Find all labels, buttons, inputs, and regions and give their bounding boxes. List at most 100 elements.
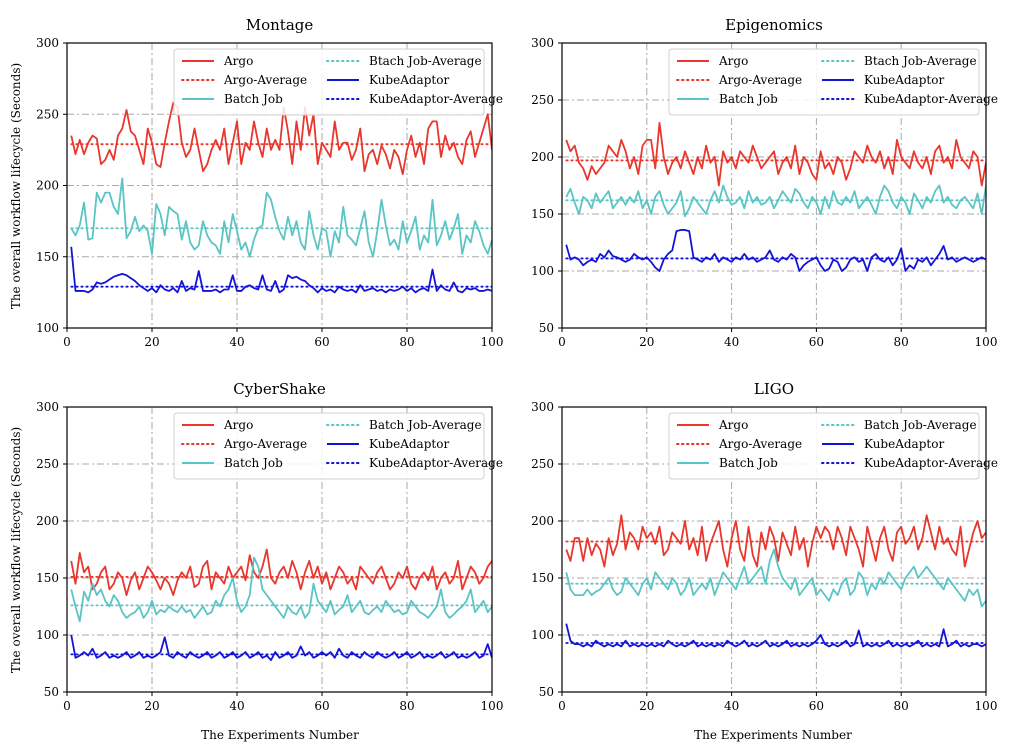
epigenomics-x-tick-label-60: 60 (809, 335, 824, 349)
cybershake-x-tick-label-20: 20 (144, 699, 159, 713)
ligo-legend-label-kubeadaptor: KubeAdaptor (864, 437, 944, 451)
cybershake-legend-box (173, 412, 485, 480)
montage-legend-label-batch-job: Batch Job (224, 92, 283, 106)
cybershake-series-kubeadaptor (70, 634, 492, 661)
montage-legend: Argo Argo-Average Batch Job Btach Job-Avera… (173, 48, 503, 116)
montage-x-tick-label-60: 60 (314, 335, 329, 349)
ligo-title: LIGO (754, 380, 794, 398)
cybershake-legend-label-batch-job-average: Batch Job-Average (369, 418, 482, 432)
ligo-axes-frame (561, 406, 987, 693)
ligo-x-tick-label-60: 60 (809, 699, 824, 713)
montage-series-argo (70, 101, 492, 176)
epigenomics-series-argo (565, 121, 986, 187)
cybershake-legend: Argo Argo-Average Batch Job Batch Job-Avera… (173, 412, 503, 480)
cybershake-legend-label-argo-average: Argo-Average (223, 437, 307, 451)
montage-y-tick-label-100: 100 (36, 321, 59, 335)
ligo-y-tick-label-250: 250 (531, 457, 554, 471)
epigenomics-y-tick-label-300: 300 (531, 36, 554, 50)
ligo-x-tick-label-20: 20 (639, 699, 654, 713)
montage-x-tick-label-40: 40 (229, 335, 244, 349)
ligo-legend-box (668, 412, 980, 480)
montage-y-tick-label-250: 250 (36, 107, 59, 121)
montage-y-tick-label-300: 300 (36, 36, 59, 50)
cybershake-title: CyberShake (233, 380, 326, 398)
montage-series-group (70, 101, 492, 294)
cybershake-x-tick-label-100: 100 (481, 699, 504, 713)
montage-legend-label-argo-average: Argo-Average (223, 73, 307, 87)
epigenomics-x-tick-label-0: 0 (558, 335, 566, 349)
epigenomics-y-tick-label-100: 100 (531, 264, 554, 278)
cybershake-series-argo (70, 548, 492, 596)
ligo-legend-label-kubeadaptor-average: KubeAdaptor-Average (864, 456, 998, 470)
epigenomics-series-kubeadaptor (565, 229, 986, 272)
epigenomics-legend-label-batch-job: Batch Job (719, 92, 778, 106)
chart-epigenomics: Epigenomics 0 20 40 60 80 100 50 100 150 200 250 300… (531, 16, 998, 349)
ligo-y-tick-label-50: 50 (539, 685, 554, 699)
cybershake-legend-label-kubeadaptor: KubeAdaptor (369, 437, 449, 451)
epigenomics-y-tick-label-200: 200 (531, 150, 554, 164)
cybershake-axes-frame (66, 406, 493, 693)
cybershake-legend-label-argo: Argo (223, 418, 253, 432)
cybershake-x-tick-label-80: 80 (399, 699, 414, 713)
ligo-legend-label-batch-job-average: Batch Job-Average (864, 418, 977, 432)
epigenomics-series-batch-job (565, 184, 986, 218)
ligo-legend: Argo Argo-Average Batch Job Batch Job-Avera… (668, 412, 998, 480)
montage-x-tick-label-20: 20 (144, 335, 159, 349)
cybershake-y-tick-label-300: 300 (36, 400, 59, 414)
cybershake-legend-label-batch-job: Batch Job (224, 456, 283, 470)
epigenomics-legend-label-kubeadaptor-average: KubeAdaptor-Average (864, 92, 998, 106)
ligo-x-tick-label-100: 100 (975, 699, 998, 713)
epigenomics-legend-label-argo: Argo (718, 54, 748, 68)
cybershake-y-tick-label-100: 100 (36, 628, 59, 642)
ligo-legend-label-argo: Argo (718, 418, 748, 432)
epigenomics-y-tick-label-150: 150 (531, 207, 554, 221)
ligo-y-tick-label-150: 150 (531, 571, 554, 585)
montage-series-batch-job (70, 177, 492, 258)
cybershake-series-batch-job (70, 556, 492, 623)
ligo-x-tick-label-80: 80 (894, 699, 909, 713)
montage-title: Montage (246, 16, 314, 34)
cybershake-legend-label-kubeadaptor-average: KubeAdaptor-Average (369, 456, 503, 470)
epigenomics-series-group (565, 121, 986, 272)
epigenomics-legend: Argo Argo-Average Batch Job Btach Job-Avera… (668, 48, 998, 116)
cybershake-x-tick-label-0: 0 (63, 699, 71, 713)
montage-legend-label-kubeadaptor-average: KubeAdaptor-Average (369, 92, 503, 106)
cybershake-y-tick-label-200: 200 (36, 514, 59, 528)
montage-y-tick-label-200: 200 (36, 179, 59, 193)
ligo-y-tick-label-200: 200 (531, 514, 554, 528)
epigenomics-x-tick-label-40: 40 (724, 335, 739, 349)
cybershake-x-tick-label-60: 60 (314, 699, 329, 713)
montage-legend-label-argo: Argo (223, 54, 253, 68)
cybershake-y-tick-label-50: 50 (44, 685, 59, 699)
cybershake-x-tick-label-40: 40 (229, 699, 244, 713)
ligo-series-batch-job (565, 548, 986, 608)
epigenomics-x-tick-label-100: 100 (975, 335, 998, 349)
cybershake-y-tick-label-250: 250 (36, 457, 59, 471)
ligo-series-argo (565, 514, 986, 568)
epigenomics-legend-label-btach-job-average: Btach Job-Average (864, 54, 977, 68)
ligo-legend-label-argo-average: Argo-Average (718, 437, 802, 451)
ligo-x-tick-label-40: 40 (724, 699, 739, 713)
ligo-series-group (565, 514, 986, 648)
cybershake-series-group (70, 548, 492, 661)
x-axis-label-left: The Experiments Number (201, 728, 359, 742)
montage-x-tick-label-0: 0 (63, 335, 71, 349)
cybershake-y-tick-label-150: 150 (36, 571, 59, 585)
epigenomics-x-tick-label-80: 80 (894, 335, 909, 349)
ligo-legend-label-batch-job: Batch Job (719, 456, 778, 470)
y-axis-label-top: The overall workflow lifecycle (Seconds) (9, 63, 23, 309)
chart-cybershake: CyberShake 0 20 40 60 80 100 50 100 150 200 250 300 A… (36, 380, 503, 713)
ligo-y-tick-label-300: 300 (531, 400, 554, 414)
epigenomics-legend-box (668, 48, 980, 116)
ligo-x-tick-label-0: 0 (558, 699, 566, 713)
montage-x-tick-label-80: 80 (399, 335, 414, 349)
y-axis-label-bottom: The overall workflow lifecycle (Seconds) (9, 427, 23, 673)
montage-legend-box (173, 48, 485, 116)
epigenomics-x-tick-label-20: 20 (639, 335, 654, 349)
montage-series-kubeadaptor (70, 246, 492, 294)
epigenomics-y-tick-label-250: 250 (531, 93, 554, 107)
montage-x-tick-label-100: 100 (481, 335, 504, 349)
epigenomics-legend-label-kubeadaptor: KubeAdaptor (864, 73, 944, 87)
